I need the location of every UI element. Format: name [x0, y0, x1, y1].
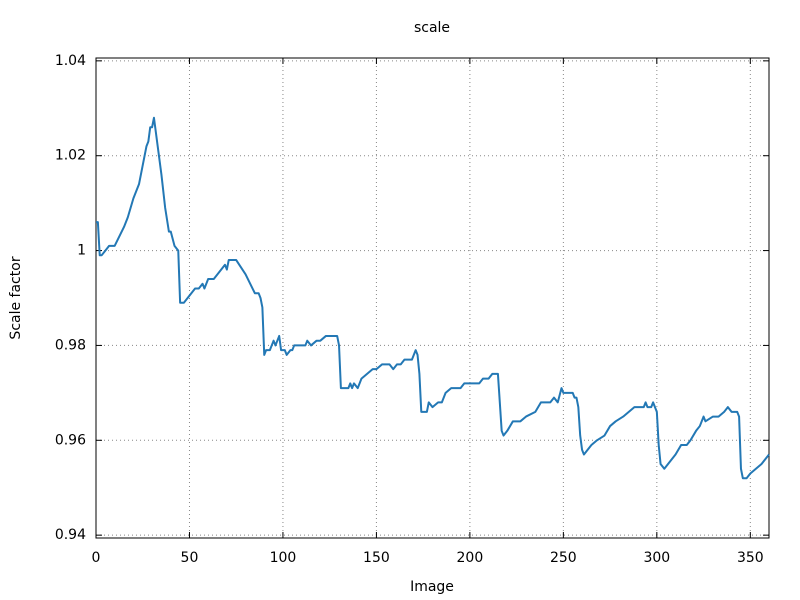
- chart-title: scale: [414, 20, 450, 36]
- x-tick-label: 50: [181, 550, 199, 566]
- y-axis-label: Scale factor: [8, 256, 24, 339]
- x-tick-label: 250: [550, 550, 577, 566]
- y-tick-label: 0.96: [55, 432, 86, 448]
- x-tick-label: 300: [643, 550, 670, 566]
- plot-frame: [95, 57, 770, 539]
- y-tick-label: 0.94: [55, 527, 86, 543]
- y-tick-label: 0.98: [55, 337, 86, 353]
- y-tick-label: 1.04: [55, 53, 86, 69]
- x-tick-label: 150: [363, 550, 390, 566]
- data-line: [96, 116, 770, 480]
- x-tick-label: 100: [270, 550, 297, 566]
- x-tick-label: 0: [92, 550, 101, 566]
- y-tick-label: 1: [77, 243, 86, 259]
- x-tick-label: 200: [457, 550, 484, 566]
- x-axis-label: Image: [410, 579, 454, 595]
- y-tick-label: 1.02: [55, 148, 86, 164]
- x-tick-label: 350: [737, 550, 764, 566]
